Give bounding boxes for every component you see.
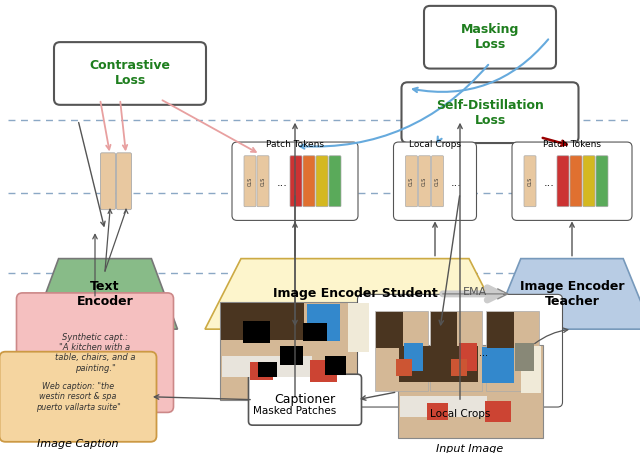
Text: Text
Encoder: Text Encoder — [77, 280, 133, 308]
FancyBboxPatch shape — [524, 156, 536, 207]
Text: Local Crops: Local Crops — [409, 140, 461, 149]
Text: ...: ... — [276, 178, 287, 188]
Bar — [221, 303, 303, 340]
Bar — [451, 359, 467, 376]
FancyBboxPatch shape — [316, 156, 328, 207]
FancyBboxPatch shape — [116, 153, 131, 210]
FancyBboxPatch shape — [329, 156, 341, 207]
Bar — [486, 311, 539, 391]
Bar — [280, 346, 303, 366]
Polygon shape — [33, 259, 177, 329]
FancyBboxPatch shape — [303, 156, 315, 207]
Bar — [426, 403, 448, 420]
Bar — [459, 342, 477, 371]
Bar — [515, 342, 534, 371]
FancyBboxPatch shape — [596, 156, 608, 207]
Bar — [397, 345, 543, 439]
Text: CLS: CLS — [248, 177, 253, 186]
Text: ...: ... — [451, 178, 462, 188]
Bar — [404, 342, 422, 371]
Text: CLS: CLS — [260, 177, 266, 186]
FancyBboxPatch shape — [570, 156, 582, 207]
Bar — [250, 362, 273, 380]
Text: Patch Tokens: Patch Tokens — [266, 140, 324, 149]
FancyBboxPatch shape — [232, 142, 358, 221]
Bar — [325, 356, 346, 375]
FancyBboxPatch shape — [248, 374, 362, 425]
FancyBboxPatch shape — [358, 294, 563, 407]
FancyBboxPatch shape — [406, 156, 417, 207]
FancyBboxPatch shape — [244, 156, 256, 207]
Bar — [521, 346, 541, 393]
Bar — [375, 311, 428, 391]
Text: Image Encoder Student: Image Encoder Student — [273, 287, 437, 300]
Bar — [396, 359, 412, 376]
Text: Synthetic capt.:
"A kitchen with a
table, chairs, and a
painting.": Synthetic capt.: "A kitchen with a table… — [55, 333, 135, 373]
Text: Image Encoder
Teacher: Image Encoder Teacher — [520, 280, 624, 308]
Text: Patch Tokens: Patch Tokens — [543, 140, 601, 149]
Bar — [222, 356, 312, 377]
Bar — [487, 312, 514, 347]
Bar — [257, 362, 277, 377]
Bar — [220, 302, 370, 400]
Bar — [243, 321, 269, 343]
Text: Masking
Loss: Masking Loss — [461, 23, 519, 51]
FancyBboxPatch shape — [17, 293, 173, 412]
Text: ...: ... — [543, 178, 554, 188]
FancyBboxPatch shape — [431, 156, 444, 207]
FancyBboxPatch shape — [0, 352, 157, 442]
Text: CLS: CLS — [435, 177, 440, 186]
Text: Image Caption: Image Caption — [37, 439, 119, 449]
Text: Masked Patches: Masked Patches — [253, 406, 337, 416]
Bar — [431, 312, 457, 347]
Bar — [307, 304, 340, 341]
Polygon shape — [205, 259, 505, 329]
Bar — [399, 396, 486, 417]
Text: CLS: CLS — [422, 177, 427, 186]
Bar — [482, 347, 513, 383]
Text: Web caption: "the
westin resort & spa
puerto vallarta suite": Web caption: "the westin resort & spa pu… — [36, 382, 120, 412]
FancyBboxPatch shape — [419, 156, 431, 207]
Bar — [484, 401, 511, 422]
Bar — [399, 346, 478, 382]
Text: Local Crops: Local Crops — [430, 409, 490, 419]
Bar — [430, 311, 483, 391]
FancyBboxPatch shape — [401, 82, 579, 143]
FancyBboxPatch shape — [100, 153, 115, 210]
Bar — [348, 303, 369, 352]
Bar — [303, 323, 326, 341]
FancyBboxPatch shape — [512, 142, 632, 221]
Text: CLS: CLS — [527, 177, 532, 186]
FancyBboxPatch shape — [583, 156, 595, 207]
Text: Self-Distillation
Loss: Self-Distillation Loss — [436, 99, 544, 127]
Text: Contrastive
Loss: Contrastive Loss — [90, 59, 170, 87]
Text: Captioner: Captioner — [275, 393, 335, 406]
Bar — [376, 312, 403, 347]
Text: EMA: EMA — [463, 287, 487, 297]
Polygon shape — [492, 259, 640, 329]
Text: ...: ... — [479, 347, 488, 358]
Bar — [310, 361, 337, 382]
Text: Input Image: Input Image — [436, 444, 504, 453]
FancyBboxPatch shape — [394, 142, 477, 221]
FancyBboxPatch shape — [290, 156, 302, 207]
FancyBboxPatch shape — [54, 42, 206, 105]
FancyBboxPatch shape — [424, 6, 556, 68]
FancyBboxPatch shape — [557, 156, 569, 207]
FancyBboxPatch shape — [257, 156, 269, 207]
Text: CLS: CLS — [409, 177, 414, 186]
